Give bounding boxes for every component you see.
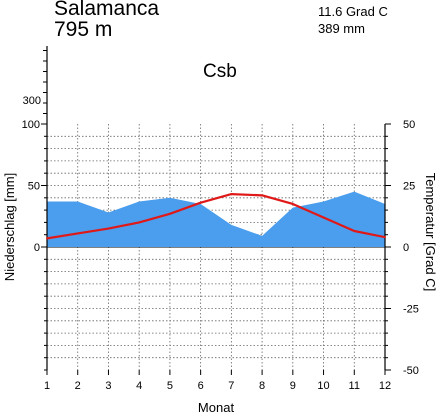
temperature-point (138, 221, 141, 224)
month-tick-label: 6 (198, 380, 204, 392)
month-tick-label: 7 (228, 380, 234, 392)
temperature-point (168, 212, 171, 215)
station-name: Salamanca (54, 0, 160, 20)
month-tick-label: 1 (44, 380, 50, 392)
right-tick-label: 0 (403, 242, 409, 254)
temperature-point (76, 232, 79, 235)
left-axis-label: Niederschlag [mm] (2, 173, 17, 281)
temperature-point (384, 236, 386, 239)
month-tick-label: 9 (290, 380, 296, 392)
month-tick-label: 4 (136, 380, 142, 392)
temperature-point (261, 194, 264, 197)
temperature-line (46, 193, 386, 240)
temperature-point (46, 237, 48, 240)
month-tick-label: 10 (317, 380, 329, 392)
month-tick-label: 3 (105, 380, 111, 392)
month-tick-label: 8 (259, 380, 265, 392)
precipitation-area (47, 191, 385, 247)
climate-classification: Csb (203, 61, 237, 82)
temperature-point (353, 230, 356, 233)
temperature-series (46, 193, 386, 240)
right-axis-label: Temperatur [Grad C] (423, 173, 436, 292)
right-tick-label: -25 (403, 304, 419, 316)
month-tick-label: 12 (379, 380, 391, 392)
temperature-point (291, 202, 294, 205)
x-axis-label: Monat (198, 400, 235, 415)
temperature-point (322, 216, 325, 219)
station-elevation: 795 m (54, 18, 113, 41)
upper-scale-label: 300 (23, 95, 41, 107)
right-tick-label: 50 (403, 119, 415, 131)
right-tick-label: -50 (403, 365, 419, 377)
temperature-point (230, 193, 233, 196)
temperature-point (199, 201, 202, 204)
temperature-point (107, 227, 110, 230)
left-tick-label: 0 (34, 242, 40, 254)
precipitation-series (47, 191, 385, 247)
left-tick-label: 100 (22, 119, 40, 131)
annual-temperature: 11.6 Grad C (318, 4, 388, 19)
right-tick-label: 25 (403, 181, 415, 193)
month-tick-label: 11 (349, 380, 360, 392)
month-tick-label: 2 (75, 380, 81, 392)
month-tick-label: 5 (167, 380, 173, 392)
annual-precipitation: 389 mm (318, 21, 365, 36)
left-tick-label: 50 (28, 181, 40, 193)
